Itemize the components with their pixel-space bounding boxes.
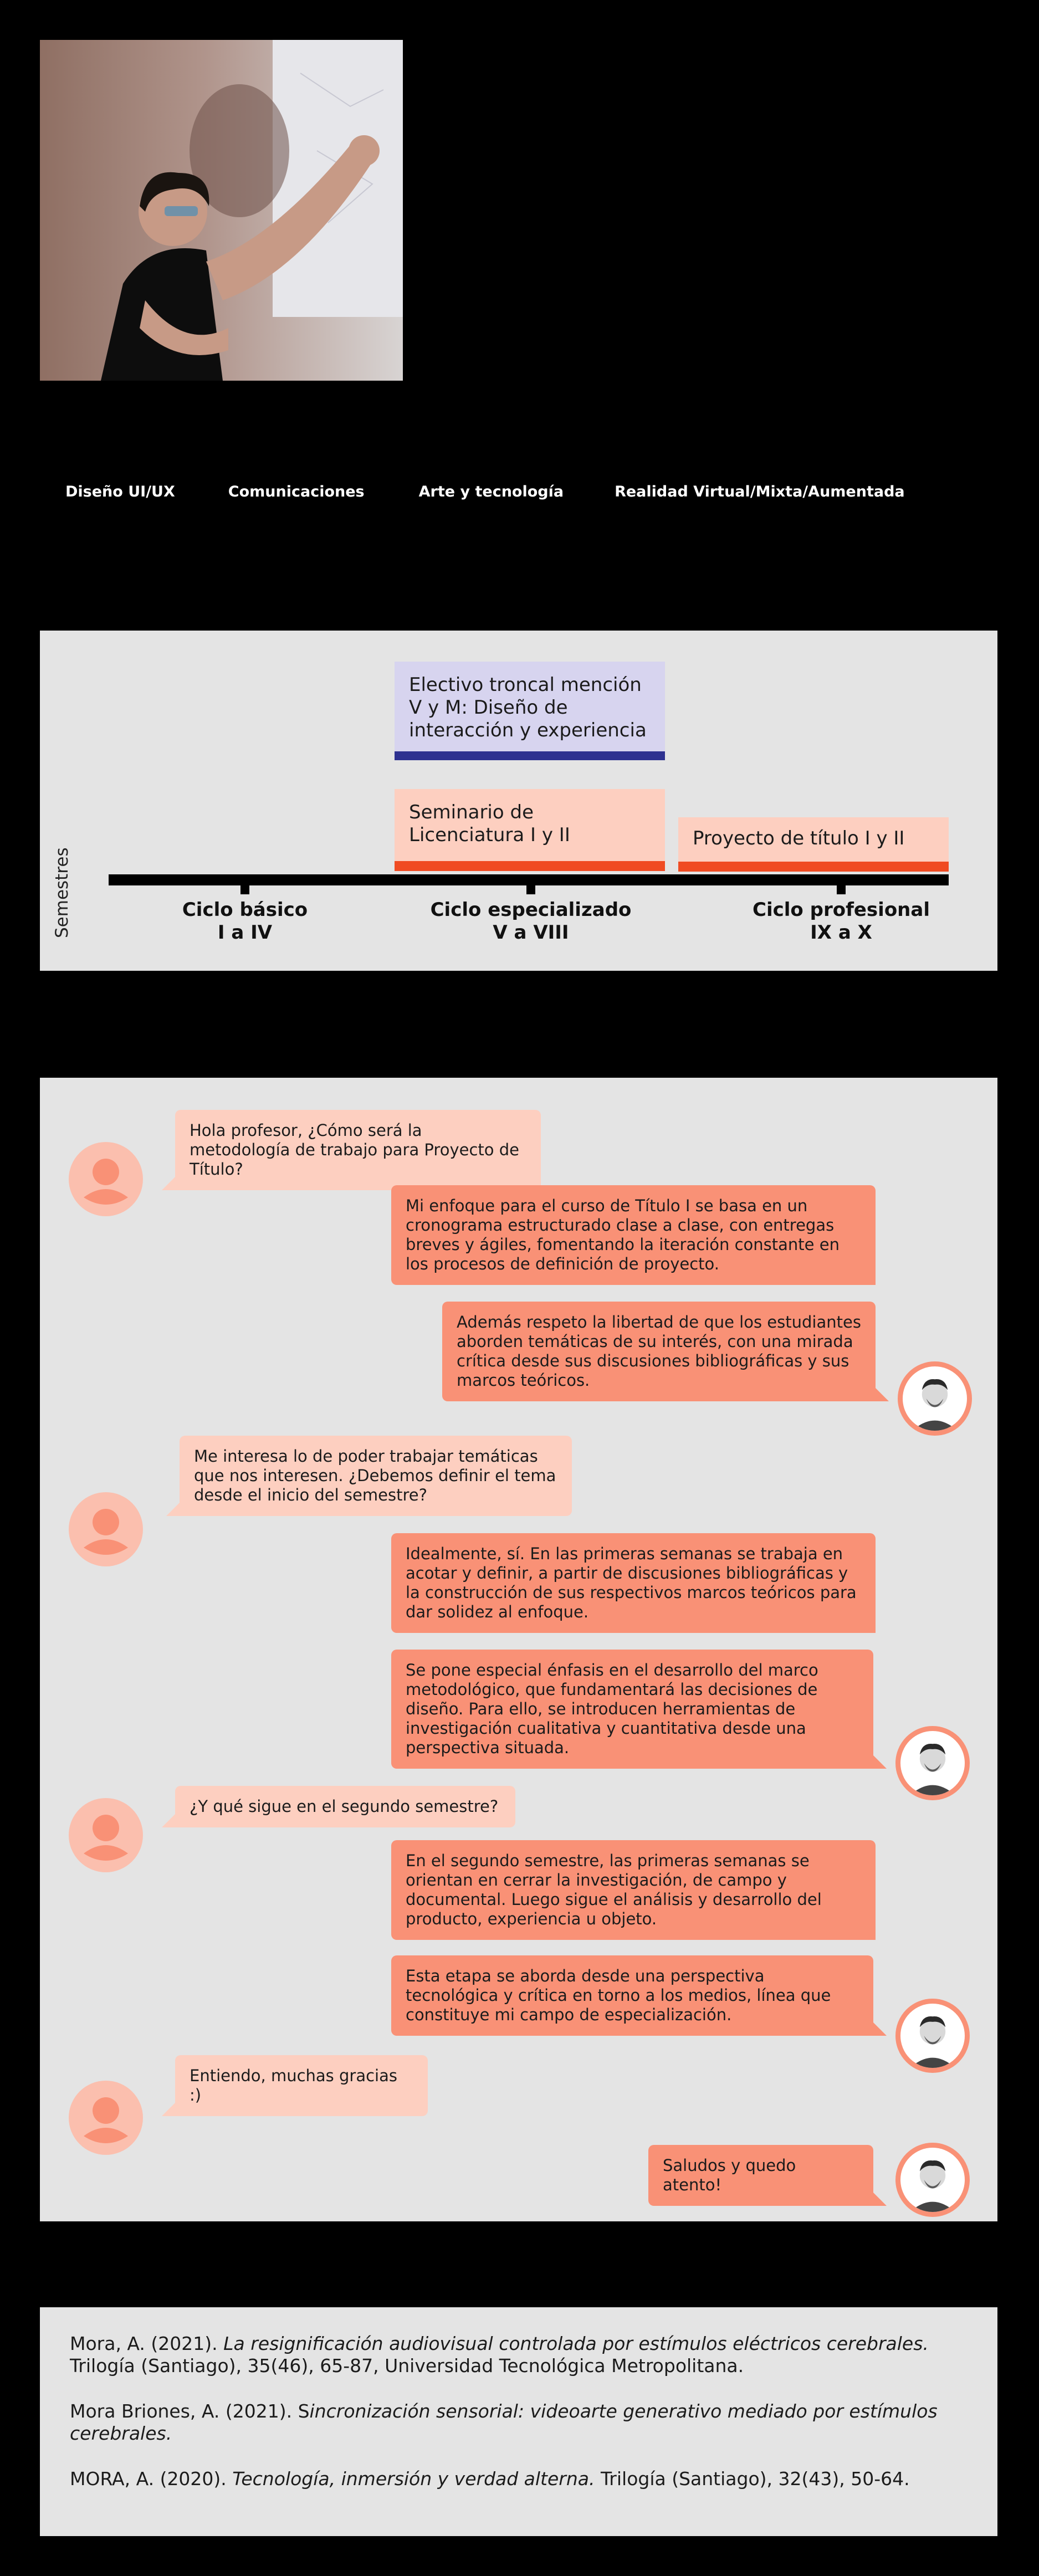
professor-avatar bbox=[895, 1999, 970, 2073]
cycle-name: Ciclo profesional bbox=[753, 899, 930, 921]
student-avatar bbox=[69, 1142, 143, 1216]
user-silhouette-icon bbox=[84, 2097, 128, 2143]
chat-conversation: Hola profesor, ¿Cómo será la metodología… bbox=[40, 1078, 997, 2221]
cycle-range: V a VIII bbox=[493, 921, 569, 944]
chat-message-professor: Saludos y quedo atento! bbox=[648, 2145, 887, 2206]
user-silhouette-icon bbox=[84, 1159, 128, 1205]
timeline-axis bbox=[109, 874, 949, 885]
tag-comunicaciones: Comunicaciones bbox=[228, 483, 365, 500]
professor-portrait-icon bbox=[910, 2160, 955, 2212]
presenter-photo-illustration bbox=[40, 40, 403, 381]
ref-title: La resignificación audiovisual controlad… bbox=[223, 2333, 929, 2354]
cycle-especializado: Ciclo especializado V a VIII bbox=[414, 899, 647, 944]
user-silhouette-icon bbox=[84, 1815, 128, 1861]
cycle-name: Ciclo especializado bbox=[430, 899, 632, 921]
ref-author: MORA, A. (2020). bbox=[70, 2468, 233, 2490]
chat-message-professor: Además respeto la libertad de que los es… bbox=[442, 1302, 889, 1401]
ref-title: Tecnología, inmersión y verdad alterna. bbox=[232, 2468, 595, 2490]
ref-author: Mora Briones, A. (2021). S bbox=[70, 2400, 310, 2422]
tag-arte-tecnologia: Arte y tecnología bbox=[418, 483, 564, 500]
specialization-tags: Diseño UI/UX Comunicaciones Arte y tecno… bbox=[65, 483, 905, 500]
user-silhouette-icon bbox=[84, 1509, 128, 1555]
ref-title: incronización sensorial: videoarte gener… bbox=[70, 2400, 938, 2444]
student-avatar bbox=[69, 2081, 143, 2155]
professor-avatar bbox=[895, 2143, 970, 2217]
student-avatar bbox=[69, 1492, 143, 1566]
ref-details: Trilogía (Santiago), 32(43), 50-64. bbox=[595, 2468, 910, 2490]
axis-tick-especializado bbox=[526, 882, 535, 894]
chat-message-professor: Esta etapa se aborda desde una perspecti… bbox=[391, 1955, 887, 2036]
block-electivo-troncal: Electivo troncal mención V y M: Diseño d… bbox=[395, 662, 665, 760]
professor-portrait-icon bbox=[910, 1744, 955, 1795]
tag-realidad-virtual: Realidad Virtual/Mixta/Aumentada bbox=[615, 483, 905, 500]
tag-ui-ux: Diseño UI/UX bbox=[65, 483, 175, 500]
references-panel: Mora, A. (2021). La resignificación audi… bbox=[40, 2307, 997, 2536]
chat-message-professor: Se pone especial énfasis en el desarroll… bbox=[391, 1650, 887, 1769]
hero-photo bbox=[40, 40, 403, 381]
axis-tick-basico bbox=[240, 882, 249, 894]
ref-details: Trilogía (Santiago), 35(46), 65-87, Univ… bbox=[70, 2355, 744, 2377]
cycle-basico: Ciclo básico I a IV bbox=[129, 899, 361, 944]
student-avatar bbox=[69, 1798, 143, 1872]
axis-tick-profesional bbox=[837, 882, 846, 894]
cycle-name: Ciclo básico bbox=[182, 899, 308, 921]
professor-avatar bbox=[895, 1726, 970, 1800]
cycle-range: IX a X bbox=[810, 921, 872, 944]
axis-label-semestres: Semestres bbox=[52, 847, 72, 938]
cycle-profesional: Ciclo profesional IX a X bbox=[725, 899, 958, 944]
professor-avatar bbox=[898, 1361, 972, 1436]
ref-author: Mora, A. (2021). bbox=[70, 2333, 224, 2354]
chat-message-professor: En el segundo semestre, las primeras sem… bbox=[391, 1840, 876, 1940]
reference-item: Mora Briones, A. (2021). Sincronización … bbox=[70, 2400, 968, 2445]
chat-message-student: Me interesa lo de poder trabajar temátic… bbox=[166, 1436, 572, 1516]
chat-message-student: Entiendo, muchas gracias :) bbox=[162, 2055, 428, 2116]
curriculum-timeline: Electivo troncal mención V y M: Diseño d… bbox=[40, 631, 997, 971]
cycle-range: I a IV bbox=[217, 921, 273, 944]
chat-message-professor: Idealmente, sí. En las primeras semanas … bbox=[391, 1533, 876, 1633]
chat-message-professor: Mi enfoque para el curso de Título I se … bbox=[391, 1185, 876, 1285]
block-seminario-licenciatura: Seminario de Licenciatura I y II bbox=[395, 789, 665, 871]
professor-portrait-icon bbox=[912, 1379, 958, 1431]
reference-item: Mora, A. (2021). La resignificación audi… bbox=[70, 2333, 968, 2377]
reference-item: MORA, A. (2020). Tecnología, inmersión y… bbox=[70, 2468, 968, 2490]
chat-message-student: Hola profesor, ¿Cómo será la metodología… bbox=[162, 1110, 541, 1190]
block-proyecto-titulo: Proyecto de título I y II bbox=[678, 817, 949, 872]
chat-message-student: ¿Y qué sigue en el segundo semestre? bbox=[162, 1786, 515, 1827]
professor-portrait-icon bbox=[910, 2016, 955, 2068]
